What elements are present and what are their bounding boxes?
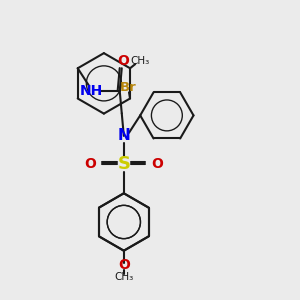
Text: Br: Br (120, 81, 136, 94)
Text: O: O (84, 157, 96, 171)
Text: N: N (117, 128, 130, 143)
Text: O: O (152, 157, 164, 171)
Text: NH: NH (80, 84, 103, 98)
Text: O: O (118, 258, 130, 272)
Text: S: S (117, 154, 130, 172)
Text: CH₃: CH₃ (114, 272, 134, 282)
Text: CH₃: CH₃ (131, 56, 150, 66)
Text: O: O (117, 54, 129, 68)
